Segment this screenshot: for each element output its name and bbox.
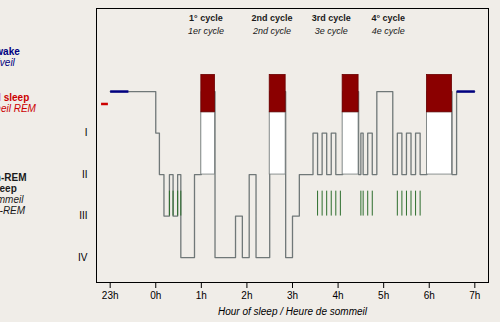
svg-text:0h: 0h xyxy=(150,290,161,301)
svg-text:3rd cycle: 3rd cycle xyxy=(312,13,351,23)
svg-text:II: II xyxy=(82,169,88,180)
svg-text:2nd cycle: 2nd cycle xyxy=(252,26,291,36)
svg-text:2h: 2h xyxy=(241,290,252,301)
svg-text:23h: 23h xyxy=(102,290,119,301)
svg-text:I: I xyxy=(85,127,88,138)
svg-text:Non-REM: Non-REM xyxy=(0,172,27,183)
svg-text:4° cycle: 4° cycle xyxy=(371,13,405,23)
svg-text:sleep: sleep xyxy=(0,183,17,194)
svg-text:2nd cycle: 2nd cycle xyxy=(251,13,292,23)
svg-text:3e cycle: 3e cycle xyxy=(315,26,348,36)
svg-text:5h: 5h xyxy=(378,290,389,301)
svg-text:III: III xyxy=(79,210,87,221)
svg-text:6h: 6h xyxy=(424,290,435,301)
svg-text:Eveil: Eveil xyxy=(0,57,16,68)
svg-text:Hour of sleep / Heure de somme: Hour of sleep / Heure de sommeil xyxy=(218,306,368,317)
svg-text:3h: 3h xyxy=(287,290,298,301)
svg-text:1° cycle: 1° cycle xyxy=(189,13,223,23)
svg-text:1h: 1h xyxy=(196,290,207,301)
svg-text:4e cycle: 4e cycle xyxy=(372,26,405,36)
svg-text:non-REM: non-REM xyxy=(0,205,26,216)
svg-text:Sommeil REM: Sommeil REM xyxy=(0,103,37,114)
svg-text:REM sleep: REM sleep xyxy=(0,92,29,103)
svg-text:4h: 4h xyxy=(333,290,344,301)
svg-text:1er cycle: 1er cycle xyxy=(188,26,224,36)
svg-text:Sommeil: Sommeil xyxy=(0,194,24,205)
svg-text:7h: 7h xyxy=(469,290,480,301)
svg-text:IV: IV xyxy=(78,252,88,263)
svg-text:Awake: Awake xyxy=(0,46,20,57)
